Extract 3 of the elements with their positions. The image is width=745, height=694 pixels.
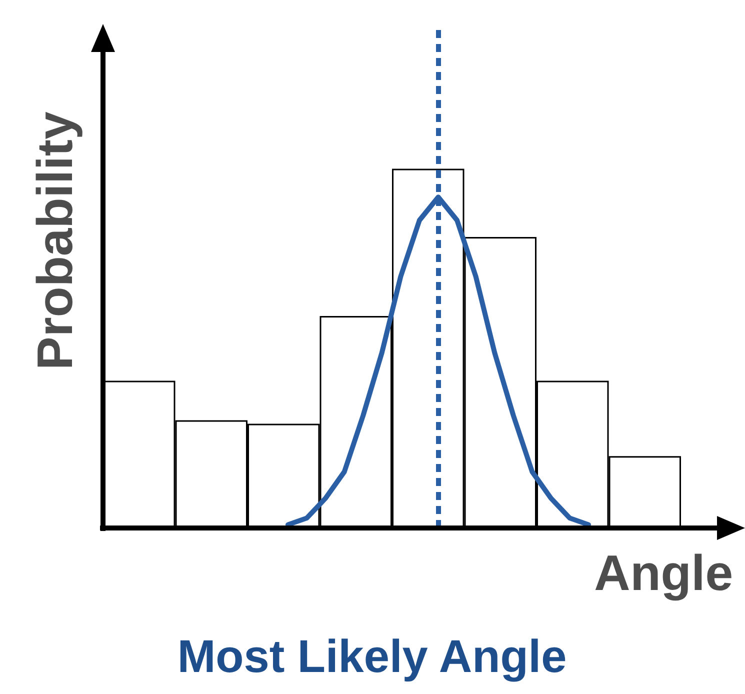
text: Most Likely Angle	[177, 630, 567, 682]
y-axis-title: Probability	[27, 111, 83, 370]
x-axis-title: Angle	[594, 545, 734, 601]
